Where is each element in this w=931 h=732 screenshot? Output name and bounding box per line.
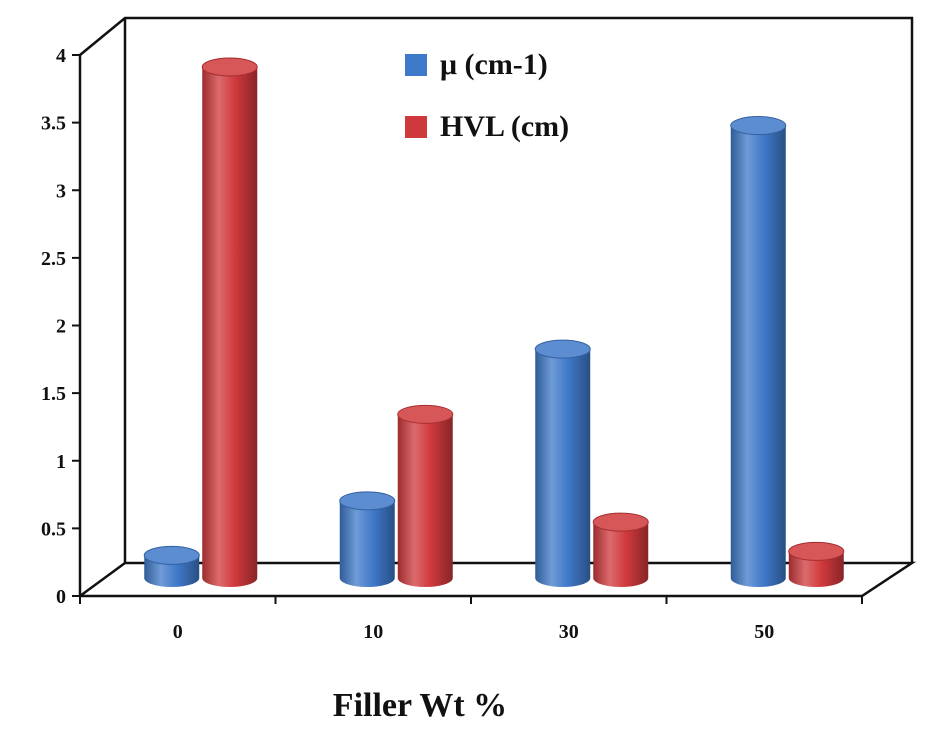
y-tick-label: 2	[56, 316, 66, 338]
y-tick-label: 0	[56, 586, 66, 608]
bar-body	[397, 414, 453, 587]
bar-hvl-10	[397, 404, 454, 587]
bar-mu-10	[339, 491, 396, 587]
legend-swatch	[405, 116, 427, 138]
y-tick-label: 1.5	[41, 383, 66, 405]
x-tick-label: 30	[559, 621, 579, 643]
x-tick-label: 10	[363, 621, 383, 643]
bar-top	[730, 116, 787, 136]
bar-top	[534, 339, 591, 359]
bar-top	[397, 404, 454, 424]
x-tick-label: 50	[754, 621, 774, 643]
x-tick-label: 0	[173, 621, 183, 643]
bar-body	[202, 67, 258, 587]
bar-mu-50	[730, 116, 787, 587]
bar-body	[730, 125, 786, 587]
legend-item-mu: μ (cm-1)	[405, 48, 548, 81]
bar-body	[788, 551, 844, 587]
bar-top	[788, 541, 845, 561]
bar-hvl-0	[201, 57, 258, 587]
bar-mu-30	[534, 339, 591, 587]
x-axis-title: Filler Wt %	[333, 687, 507, 724]
floor-outline	[79, 561, 917, 598]
legend: μ (cm-1) HVL (cm)	[405, 48, 569, 143]
bar-top	[201, 57, 258, 77]
y-tick-label: 3	[56, 180, 66, 202]
bar-body	[339, 500, 395, 587]
y-tick-label: 0.5	[41, 518, 66, 540]
legend-item-hvl: HVL (cm)	[405, 110, 569, 143]
bar-hvl-50	[788, 541, 845, 587]
legend-label: μ (cm-1)	[440, 48, 548, 81]
back-wall-outline	[79, 16, 914, 563]
y-tick-label: 3.5	[41, 113, 66, 135]
bars	[143, 57, 845, 587]
x-axis-ticks: 0 10 30 50	[79, 596, 863, 643]
bar-body	[593, 522, 649, 587]
bar-top	[592, 512, 649, 532]
bar-mu-0	[143, 545, 200, 587]
bar-top	[143, 545, 200, 565]
legend-label: HVL (cm)	[440, 110, 569, 143]
y-tick-label: 4	[56, 45, 66, 67]
bar-top	[339, 491, 396, 511]
bar-body	[535, 349, 591, 587]
y-tick-label: 2.5	[41, 248, 66, 270]
y-tick-label: 1	[56, 451, 66, 473]
bar-hvl-30	[592, 512, 649, 587]
y-axis-ticks: 0 0.5 1 1.5 2 2.5 3 3.5 4	[41, 45, 80, 608]
legend-swatch	[405, 54, 427, 76]
chart-frame	[78, 16, 917, 598]
